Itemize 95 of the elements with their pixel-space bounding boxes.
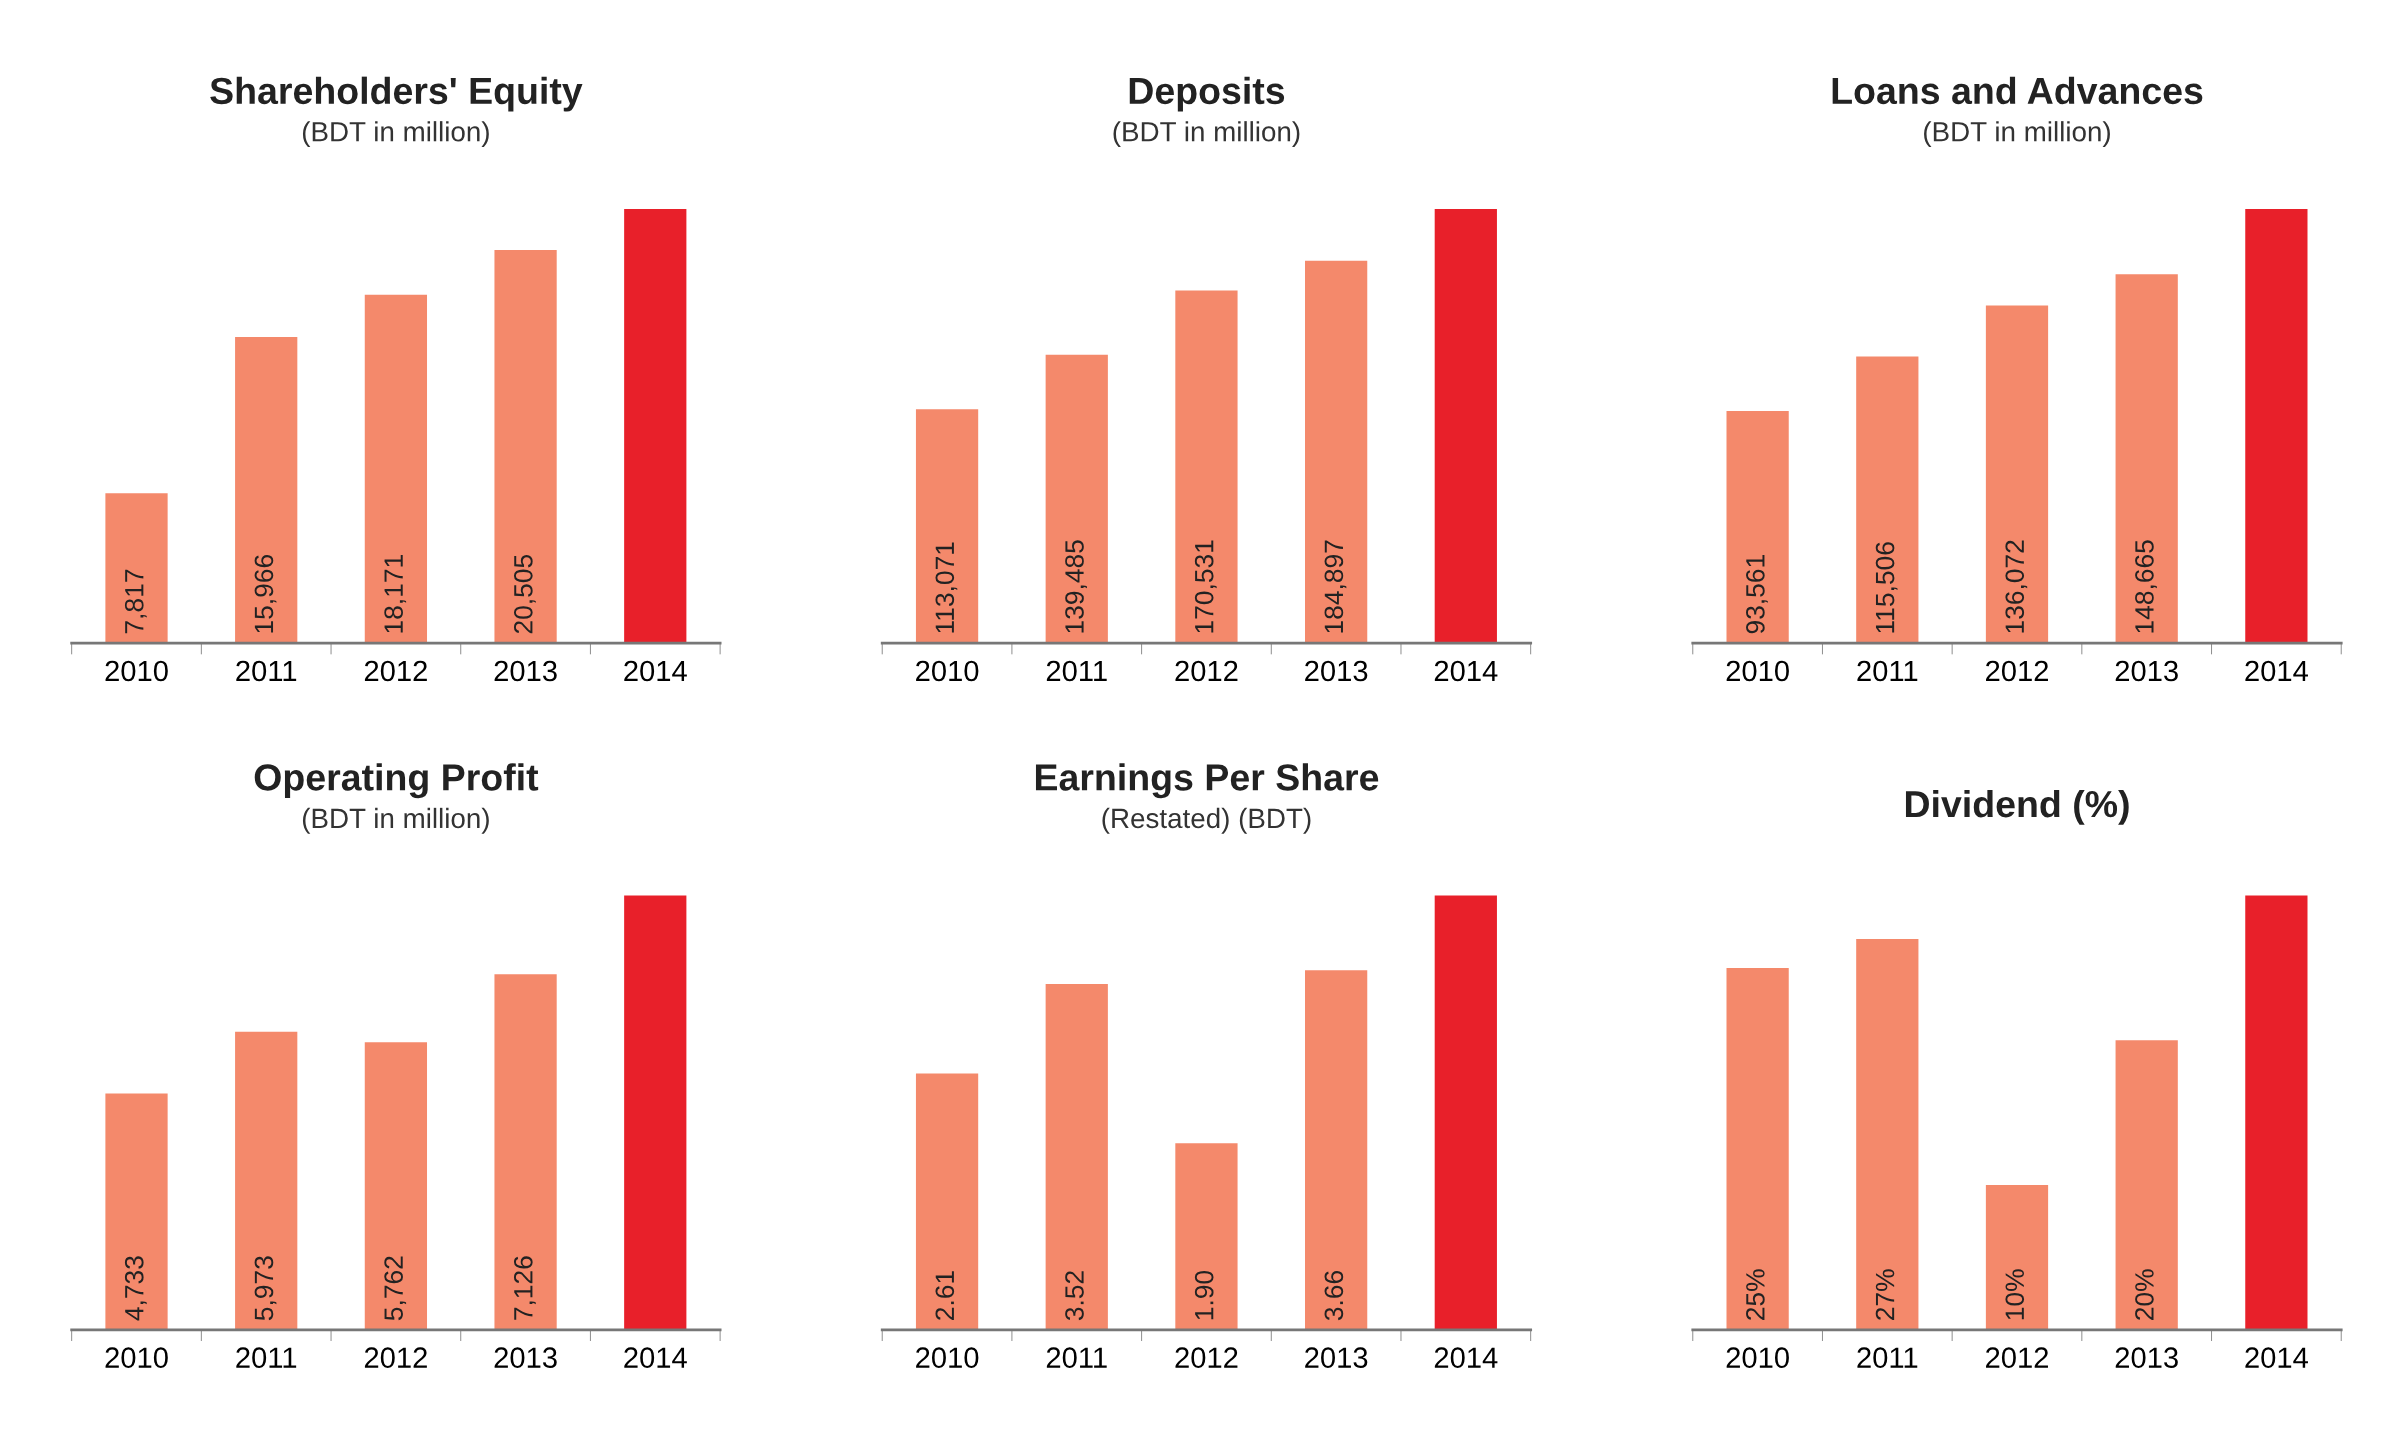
x-tick-label: 2011 (1046, 1347, 1107, 1368)
data-label: 136,072 (2005, 540, 2028, 633)
bar (915, 1073, 979, 1330)
bar (1856, 939, 1919, 1330)
x-tick-label: 2011 (236, 660, 297, 682)
x-tick-label: 2012 (364, 660, 427, 682)
data-label: 18,171 (384, 555, 407, 633)
data-label: 3.52 (1065, 1271, 1084, 1321)
x-tick-label: 2013 (494, 1347, 557, 1368)
chart-subtitle: (BDT in million) (302, 121, 489, 148)
data-label: 170,531 (1194, 540, 1217, 633)
chart-title: Dividend (%) (1905, 789, 2129, 825)
data-label: 20% (2135, 1269, 2154, 1320)
x-tick-label: 2013 (1305, 660, 1368, 682)
x-tick-label: 2014 (1434, 1347, 1498, 1368)
chart-subtitle: (BDT in million) (302, 807, 489, 834)
data-label: 5,973 (254, 1256, 277, 1321)
bar (1726, 411, 1789, 644)
x-tick-label: 2014 (624, 1347, 687, 1368)
x-tick-label: 2010 (105, 1347, 168, 1368)
chart-title: Earnings Per Share (1035, 763, 1379, 799)
data-label: 27% (1875, 1269, 1895, 1320)
bar (1726, 967, 1789, 1330)
x-tick-label: 2010 (105, 660, 168, 682)
data-label: 25% (1746, 1269, 1765, 1320)
bar (624, 895, 687, 1330)
bar (1856, 356, 1919, 644)
chart-subtitle: (BDT in million) (1113, 121, 1300, 148)
x-tick-label: 2010 (1726, 1347, 1789, 1368)
x-tick-label: 2011 (1857, 660, 1918, 682)
data-label: 115,506 (1875, 542, 1898, 633)
x-tick-label: 2010 (916, 1347, 979, 1368)
x-tick-label: 2013 (494, 660, 557, 682)
bar (494, 974, 557, 1330)
bar (235, 337, 298, 644)
x-tick-label: 2010 (1726, 660, 1789, 682)
data-label: 93,561 (1746, 555, 1768, 634)
bar (1434, 208, 1497, 644)
data-label: 10% (2005, 1269, 2025, 1320)
x-tick-label: 2011 (236, 1347, 297, 1368)
bar (364, 1042, 428, 1330)
x-tick-label: 2013 (2115, 660, 2178, 682)
chart-title: Operating Profit (254, 763, 539, 799)
bar (1434, 895, 1497, 1330)
data-label: 148,665 (2135, 540, 2157, 633)
bar (105, 1093, 168, 1330)
bar (1985, 305, 2049, 644)
x-tick-label: 2012 (1175, 1347, 1238, 1368)
bar (1305, 970, 1368, 1330)
bar (1045, 354, 1108, 644)
data-label: 113,071 (935, 542, 958, 633)
data-label: 2.61 (935, 1271, 955, 1320)
bar (105, 493, 168, 644)
chart-title: Deposits (1129, 76, 1285, 112)
bar (624, 208, 687, 644)
bar (915, 409, 979, 644)
bar (364, 294, 428, 644)
chart-title: Shareholders' Equity (210, 76, 583, 112)
x-tick-label: 2012 (1986, 1347, 2048, 1368)
data-label: 7,126 (513, 1256, 536, 1320)
x-tick-label: 2012 (364, 1347, 427, 1368)
data-label: 5,762 (384, 1256, 407, 1321)
data-label: 7,817 (124, 569, 147, 634)
data-label: 4,733 (124, 1256, 147, 1321)
x-tick-label: 2010 (916, 660, 979, 682)
data-label: 20,505 (513, 554, 536, 634)
bar (1175, 1143, 1238, 1330)
chart-subtitle: (Restated) (BDT) (1102, 807, 1311, 834)
bar (1985, 1185, 2049, 1330)
chart-title: Loans and Advances (1832, 76, 2203, 105)
x-tick-label: 2012 (1175, 660, 1238, 682)
bar (2245, 895, 2308, 1330)
bar (2115, 1040, 2178, 1330)
data-label: 15,966 (254, 554, 277, 633)
bar (494, 250, 557, 644)
data-label: 3.66 (1324, 1271, 1344, 1321)
data-label: 184,897 (1324, 540, 1347, 633)
bar (1175, 290, 1238, 644)
bar (235, 1031, 298, 1330)
x-tick-label: 2012 (1986, 660, 2048, 682)
x-tick-label: 2014 (1434, 660, 1498, 682)
x-tick-label: 2011 (1046, 660, 1107, 682)
chart-subtitle: (BDT in million) (1924, 121, 2110, 148)
x-tick-label: 2013 (1305, 1347, 1368, 1368)
x-tick-label: 2014 (624, 660, 687, 682)
data-label: 139,485 (1065, 540, 1087, 633)
x-tick-label: 2013 (2115, 1347, 2178, 1368)
bar (1045, 984, 1108, 1330)
data-label: 1.90 (1194, 1270, 1214, 1320)
x-tick-label: 2011 (1857, 1347, 1918, 1368)
x-tick-label: 2014 (2245, 660, 2308, 682)
x-tick-label: 2014 (2245, 1347, 2308, 1368)
bar (2115, 274, 2178, 644)
bar (2245, 208, 2308, 644)
bar (1305, 260, 1368, 644)
